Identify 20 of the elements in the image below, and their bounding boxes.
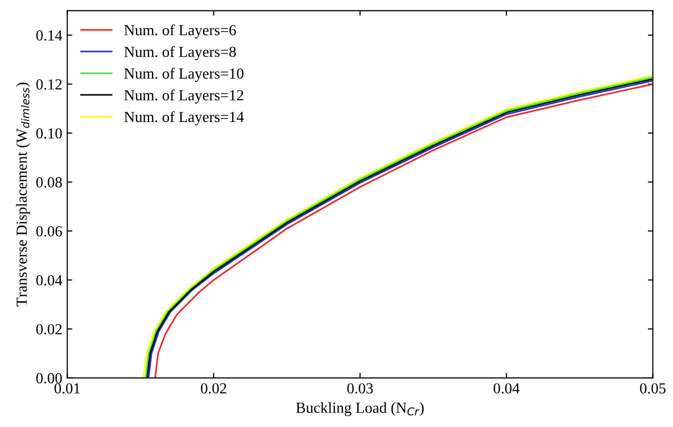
legend-label: Num. of Layers=14	[124, 111, 244, 126]
y-tick-label: 0.02	[36, 324, 62, 334]
y-axis-title: Transverse Displacement (W$_{dimless}$)	[16, 82, 30, 306]
y-tick-label: 0.10	[36, 128, 62, 139]
y-tick-label: 0.00	[36, 373, 62, 384]
x-tick-label: 0.01	[54, 383, 80, 394]
x-tick-label: 0.04	[494, 383, 520, 394]
y-tick-label: 0.06	[36, 226, 62, 237]
x-tick-label: 0.05	[640, 383, 666, 394]
y-tick-label: 0.08	[36, 177, 62, 188]
y-tick-label: 0.04	[36, 275, 62, 286]
x-axis-title: Buckling Load (N$_{Cr}$)	[296, 402, 424, 416]
y-tick-label: 0.12	[36, 79, 62, 90]
legend-label: Num. of Layers=10	[124, 68, 244, 82]
legend-label: Num. of Layers=12	[124, 90, 244, 104]
x-tick-label: 0.02	[200, 383, 226, 394]
legend-label: Num. of Layers=8	[124, 46, 236, 60]
y-tick-label: 0.14	[36, 30, 62, 41]
legend-label: Num. of Layers=6	[124, 24, 236, 38]
x-tick-label: 0.03	[347, 383, 373, 394]
